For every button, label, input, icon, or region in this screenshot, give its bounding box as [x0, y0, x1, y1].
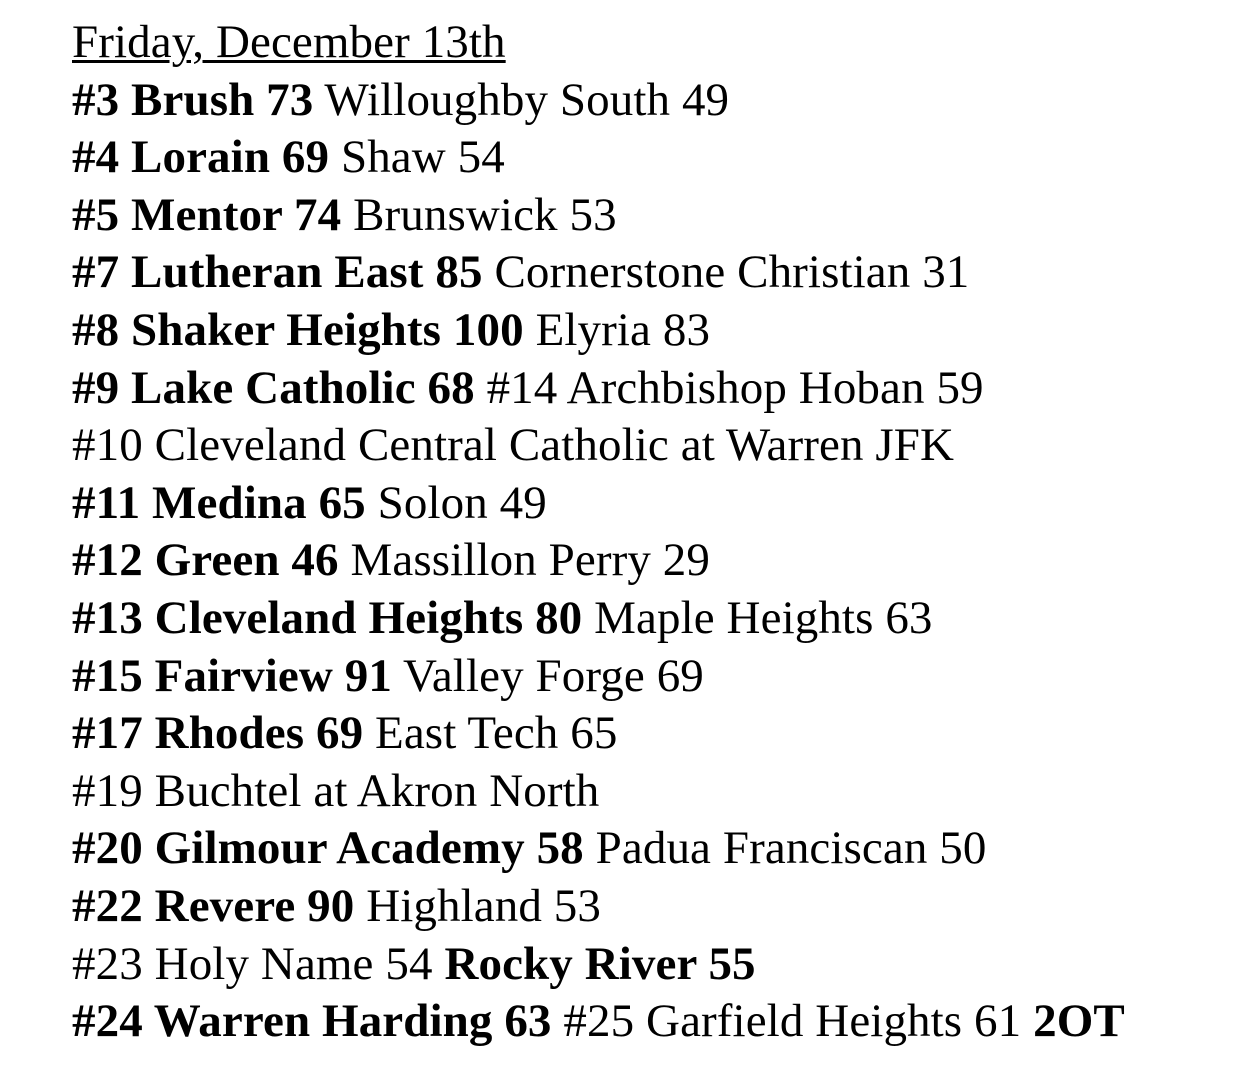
- game-line-winner-segment: #22 Revere 90: [72, 879, 355, 932]
- game-line: #22 Revere 90 Highland 53: [72, 878, 1241, 936]
- game-line: #12 Green 46 Massillon Perry 29: [72, 532, 1241, 590]
- game-line-other-segment: Padua Franciscan 50: [595, 822, 987, 875]
- game-line: #7 Lutheran East 85 Cornerstone Christian…: [72, 244, 1241, 302]
- game-line: #19 Buchtel at Akron North: [72, 763, 1241, 821]
- game-line-winner-segment: #9 Lake Catholic 68: [72, 361, 475, 414]
- game-line-winner-segment: #11 Medina 65: [72, 476, 366, 529]
- game-line-winner-segment: #12 Green 46: [72, 534, 339, 587]
- game-line: #3 Brush 73 Willoughby South 49: [72, 72, 1241, 130]
- game-line: #13 Cleveland Heights 80 Maple Heights 63: [72, 590, 1241, 648]
- game-line: #23 Holy Name 54 Rocky River 55: [72, 936, 1241, 994]
- game-line: #20 Gilmour Academy 58 Padua Franciscan 5…: [72, 820, 1241, 878]
- game-line-other-segment: #19 Buchtel at Akron North: [72, 764, 600, 817]
- game-line-winner-segment: #5 Mentor 74: [72, 188, 342, 241]
- game-line: #11 Medina 65 Solon 49: [72, 475, 1241, 533]
- game-line-winner-segment: #15 Fairview 91: [72, 649, 392, 702]
- game-line-winner-segment: #13 Cleveland Heights 80: [72, 591, 583, 644]
- game-line-other-segment: #25 Garfield Heights 61: [563, 995, 1022, 1048]
- game-line-winner-segment: #20 Gilmour Academy 58: [72, 822, 584, 875]
- game-line-other-segment: Brunswick 53: [353, 188, 617, 241]
- game-line: #10 Cleveland Central Catholic at Warren…: [72, 417, 1241, 475]
- date-heading-text: Friday, December 13th: [72, 16, 506, 68]
- game-line: #5 Mentor 74 Brunswick 53: [72, 187, 1241, 245]
- game-line-other-segment: Willoughby South 49: [324, 73, 730, 126]
- game-line-other-segment: Solon 49: [377, 476, 547, 529]
- game-line-winner-segment: 2OT: [1033, 995, 1125, 1048]
- game-line-winner-segment: #17 Rhodes 69: [72, 707, 364, 760]
- game-line: #24 Warren Harding 63 #25 Garfield Height…: [72, 993, 1241, 1051]
- game-line: #15 Fairview 91 Valley Forge 69: [72, 648, 1241, 706]
- game-line: #8 Shaker Heights 100 Elyria 83: [72, 302, 1241, 360]
- game-line-other-segment: Maple Heights 63: [594, 591, 933, 644]
- game-line-other-segment: Cornerstone Christian 31: [494, 246, 970, 299]
- game-lines-container: #3 Brush 73 Willoughby South 49 #4 Lorain …: [72, 72, 1241, 1051]
- game-line-winner-segment: #3 Brush 73: [72, 73, 314, 126]
- game-line-other-segment: Highland 53: [366, 879, 601, 932]
- date-heading: Friday, December 13th: [72, 14, 1241, 72]
- game-line-other-segment: Shaw 54: [340, 131, 505, 184]
- game-line-winner-segment: #8 Shaker Heights 100: [72, 303, 524, 356]
- game-line: #4 Lorain 69 Shaw 54: [72, 129, 1241, 187]
- game-line: #17 Rhodes 69 East Tech 65: [72, 705, 1241, 763]
- game-line-other-segment: #23 Holy Name 54: [72, 937, 433, 990]
- game-line-other-segment: Massillon Perry 29: [350, 534, 711, 587]
- game-line: #9 Lake Catholic 68 #14 Archbishop Hoban …: [72, 360, 1241, 418]
- game-line-other-segment: #10 Cleveland Central Catholic at Warren…: [72, 419, 955, 472]
- game-line-other-segment: Valley Forge 69: [403, 649, 704, 702]
- game-line-other-segment: Elyria 83: [535, 303, 711, 356]
- game-line-winner-segment: #4 Lorain 69: [72, 131, 330, 184]
- game-line-winner-segment: #24 Warren Harding 63: [72, 995, 552, 1048]
- game-line-winner-segment: Rocky River 55: [444, 937, 756, 990]
- game-line-other-segment: #14 Archbishop Hoban 59: [486, 361, 984, 414]
- game-line-winner-segment: #7 Lutheran East 85: [72, 246, 483, 299]
- game-line-other-segment: East Tech 65: [375, 707, 618, 760]
